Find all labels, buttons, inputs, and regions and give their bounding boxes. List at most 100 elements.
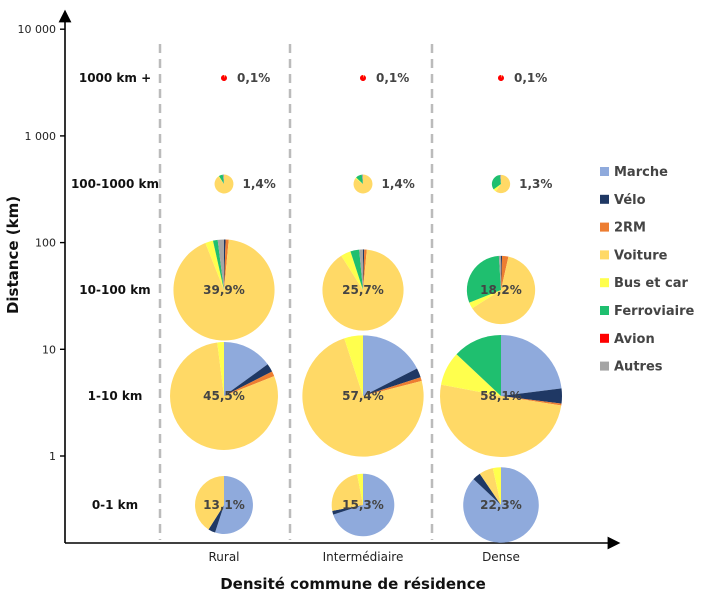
pie-value-label: 13,1% [203, 498, 245, 512]
pie-rural-100-1000-km: 1,4% [214, 174, 276, 194]
slice-voiture [501, 75, 502, 78]
pie-intermediaire-0-1-km: 15,3% [331, 473, 395, 537]
slice-2rm [224, 239, 229, 290]
slice-bus-et-car [218, 176, 224, 184]
legend-item-2rm: 2RM [600, 221, 646, 236]
category-label-rural: Rural [208, 550, 239, 564]
slice-marche [463, 467, 539, 543]
slice-2rm [501, 255, 509, 290]
legend-swatch [600, 194, 609, 204]
slice-avion [359, 74, 366, 81]
slice-voiture [479, 468, 501, 505]
y-tick-label: 10 000 [18, 23, 57, 36]
pie-rural-1000-km: 0,1% [220, 71, 270, 85]
slice-marche [333, 473, 395, 537]
y-axis-title: Distance (km) [4, 196, 22, 314]
category-label-dense: Dense [482, 550, 520, 564]
slice-bus-et-car [341, 251, 363, 290]
slice-velo [501, 388, 563, 404]
pie-intermediaire-100-1000-km: 1,4% [353, 174, 415, 194]
legend-swatch [600, 250, 609, 260]
slice-bus-et-car [357, 473, 363, 505]
x-axis-title: Densité commune de résidence [220, 575, 486, 593]
legend-label: Ferroviaire [614, 304, 694, 319]
pie-value-label: 57,4% [342, 389, 384, 403]
y-tick-label: 100 [35, 237, 56, 250]
slice-voiture [495, 174, 511, 194]
slice-voiture [331, 474, 363, 511]
legend-item-autres: Autres [600, 360, 663, 375]
pie-value-label: 22,3% [480, 498, 522, 512]
band-label-100-1000-km: 100-1000 km [71, 177, 159, 191]
band-label-0-1-km: 0-1 km [92, 498, 138, 512]
pie-value-label: 0,1% [237, 71, 270, 85]
slice-velo [332, 505, 363, 515]
legend-item-voiture: Voiture [600, 248, 668, 263]
legend-label: Marche [614, 165, 668, 180]
slice-velo [473, 473, 501, 505]
legend-swatch [600, 306, 609, 315]
legend-label: Avion [614, 332, 655, 347]
slice-bus-et-car [217, 342, 224, 396]
slice-voiture [440, 384, 562, 457]
pie-rural-0-1-km: 13,1% [195, 476, 253, 534]
y-tick-label: 1 000 [25, 130, 57, 143]
legend-swatch [600, 361, 609, 371]
pie-value-label: 1,4% [242, 177, 275, 191]
legend-item-avion: Avion [600, 332, 655, 347]
legend-label: 2RM [614, 221, 646, 236]
slice-velo [224, 239, 226, 290]
y-tick-label: 10 [42, 343, 56, 356]
slice-bus-et-car [205, 240, 224, 290]
legend-swatch [600, 278, 609, 288]
slice-autres [361, 174, 363, 184]
category-label-intermediaire: Intermédiaire [323, 550, 404, 564]
slice-ferroviaire [456, 335, 501, 396]
pie-value-label: 0,1% [514, 71, 547, 85]
slice-bus-et-car [355, 177, 363, 184]
slice-2rm [501, 396, 562, 406]
pie-value-label: 45,5% [203, 389, 245, 403]
legend-item-velo: Vélo [600, 193, 646, 208]
slice-voiture [322, 249, 404, 331]
legend-swatch [600, 222, 609, 232]
pie-value-label: 15,3% [342, 498, 384, 512]
slice-bus-et-car [344, 335, 363, 396]
slice-ferroviaire [491, 174, 501, 190]
pie-dense-1-10-km: 58,1% [440, 335, 563, 457]
legend-label: Vélo [614, 193, 646, 208]
slice-voiture [173, 239, 275, 341]
slice-bus-et-car [493, 184, 501, 192]
pie-value-label: 0,1% [376, 71, 409, 85]
slice-voiture [363, 75, 364, 78]
slice-bus-et-car [441, 354, 501, 396]
pie-intermediaire-1-10-km: 57,4% [302, 335, 424, 457]
slice-voiture [195, 476, 224, 530]
legend-swatch [600, 167, 609, 176]
slice-autres [359, 249, 363, 290]
pie-dense-0-1-km: 22,3% [463, 467, 539, 543]
slice-velo [224, 364, 273, 396]
band-label-1-10-km: 1-10 km [88, 389, 143, 403]
slice-ferroviaire [218, 174, 224, 184]
slice-autres [498, 255, 501, 290]
slice-bus-et-car [492, 467, 501, 505]
slice-avion [220, 74, 227, 81]
y-tick-label: 1 [49, 450, 56, 463]
band-label-10-100-km: 10-100 km [79, 283, 150, 297]
slice-marche [363, 335, 418, 396]
slice-avion [497, 74, 504, 81]
slice-voiture [302, 338, 424, 457]
slice-velo [501, 255, 503, 290]
slice-autres [217, 239, 224, 290]
slice-autres [222, 174, 224, 184]
pie-value-label: 18,2% [480, 283, 522, 297]
pie-dense-1000-km: 0,1% [497, 71, 547, 85]
pie-value-label: 1,4% [381, 177, 414, 191]
pie-dense-10-100-km: 18,2% [466, 255, 536, 325]
legend-label: Bus et car [614, 276, 688, 291]
legend-label: Autres [614, 360, 663, 375]
slice-ferroviaire [356, 174, 363, 184]
legend-item-marche: Marche [600, 165, 668, 180]
